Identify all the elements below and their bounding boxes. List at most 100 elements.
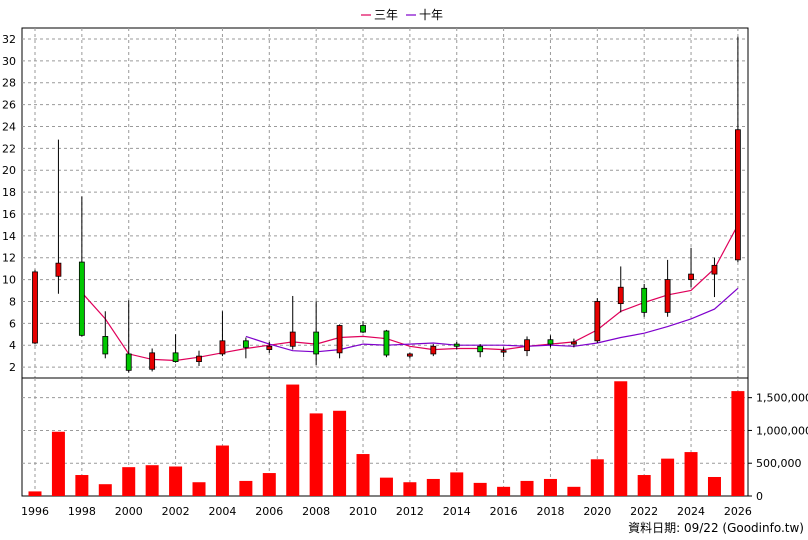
candle xyxy=(219,311,226,357)
candle-body xyxy=(664,279,671,313)
candle-body xyxy=(219,340,226,355)
volume-tick-label: 500,000 xyxy=(756,457,802,470)
moving-average-10y xyxy=(245,287,739,353)
volume-bar xyxy=(309,413,323,496)
candle-body xyxy=(55,262,62,277)
candle-body xyxy=(617,286,624,305)
price-tick-label: 2 xyxy=(9,361,16,374)
candle-body xyxy=(289,331,296,347)
volume-bar xyxy=(75,475,89,496)
x-tick-label: 2022 xyxy=(630,505,658,518)
legend-label-3y: 三年 xyxy=(374,8,398,22)
candle-body xyxy=(172,352,179,362)
price-tick-label: 32 xyxy=(2,33,16,46)
candle-body xyxy=(196,355,202,362)
x-tick-label: 2010 xyxy=(349,505,377,518)
volume-bar xyxy=(262,473,276,496)
candle-body xyxy=(32,271,38,344)
candle-body xyxy=(430,345,437,355)
candle xyxy=(78,196,85,337)
volume-bar xyxy=(403,482,417,496)
volume-bar xyxy=(684,452,698,496)
volume-bar xyxy=(239,480,253,496)
candle xyxy=(360,321,366,334)
candle-body xyxy=(360,325,366,333)
volume-bar xyxy=(731,391,745,496)
candle-body xyxy=(149,352,156,370)
price-tick-label: 22 xyxy=(2,142,16,155)
candle-body xyxy=(641,287,648,313)
candle xyxy=(594,298,601,343)
candle-body xyxy=(500,350,507,353)
volume-bar xyxy=(661,458,675,496)
volume-bar xyxy=(286,384,300,496)
price-tick-label: 28 xyxy=(2,77,16,90)
volume-bar xyxy=(497,486,511,496)
price-tick-label: 20 xyxy=(2,164,16,177)
candle-body xyxy=(383,330,390,356)
volume-bar xyxy=(473,482,487,496)
x-axis: 1996 1998 2000 2002 2004 2006 2008 2010 2012 2014… xyxy=(21,505,752,518)
volume-bar xyxy=(356,454,370,496)
candle xyxy=(477,344,484,358)
candle xyxy=(313,301,320,365)
volume-bar xyxy=(379,477,393,496)
volume-bar xyxy=(426,478,440,496)
candles xyxy=(32,36,741,373)
volume-tick-label: 1,500,000 xyxy=(756,392,808,405)
candle-body xyxy=(453,343,460,347)
volume-bar xyxy=(28,491,42,496)
x-tick-label: 2014 xyxy=(443,505,471,518)
price-frame xyxy=(21,27,749,379)
ma-10y-line xyxy=(245,287,739,353)
candle xyxy=(289,295,296,350)
legend-label-10y: 十年 xyxy=(419,8,443,22)
x-tick-label: 2026 xyxy=(724,505,752,518)
candle xyxy=(383,329,390,358)
volume-bar xyxy=(614,381,628,496)
price-tick-label: 10 xyxy=(2,274,16,287)
price-tick-label: 6 xyxy=(9,317,16,330)
candle-body xyxy=(125,353,132,371)
x-tick-label: 2012 xyxy=(396,505,424,518)
volume-bar xyxy=(567,486,581,496)
candle-body xyxy=(406,353,413,357)
x-tick-label: 2006 xyxy=(255,505,283,518)
volume-bar xyxy=(145,465,159,496)
volume-bar xyxy=(707,476,721,496)
volume-bar xyxy=(98,484,112,496)
candle-body xyxy=(711,264,718,275)
price-tick-label: 4 xyxy=(9,339,16,352)
price-tick-label: 8 xyxy=(9,295,16,308)
price-tick-label: 18 xyxy=(2,186,16,199)
legend: 三年 十年 xyxy=(361,8,443,22)
price-grid xyxy=(21,27,749,379)
candle-body xyxy=(524,339,530,352)
volume-panel: 0 500,000 1,000,000 1,500,000 xyxy=(21,377,808,503)
price-tick-label: 12 xyxy=(2,252,16,265)
candle xyxy=(125,300,132,373)
volume-bar xyxy=(637,475,651,496)
volume-axis: 0 500,000 1,000,000 1,500,000 xyxy=(748,392,808,503)
candle xyxy=(688,247,694,288)
candle xyxy=(32,269,38,345)
candle xyxy=(102,311,109,359)
x-tick-label: 2020 xyxy=(583,505,611,518)
price-tick-label: 14 xyxy=(2,230,16,243)
x-tick-label: 1998 xyxy=(68,505,96,518)
candle xyxy=(641,283,648,317)
candle xyxy=(55,139,62,294)
candle-body xyxy=(313,331,320,355)
x-tick-label: 2004 xyxy=(208,505,236,518)
volume-bar xyxy=(543,478,557,496)
ma-3y-line xyxy=(81,224,739,362)
volume-bar xyxy=(122,467,136,496)
candle xyxy=(547,335,554,348)
candle xyxy=(406,352,413,359)
candle xyxy=(524,336,530,357)
x-tick-label: 2008 xyxy=(302,505,330,518)
volume-bar xyxy=(51,431,65,496)
